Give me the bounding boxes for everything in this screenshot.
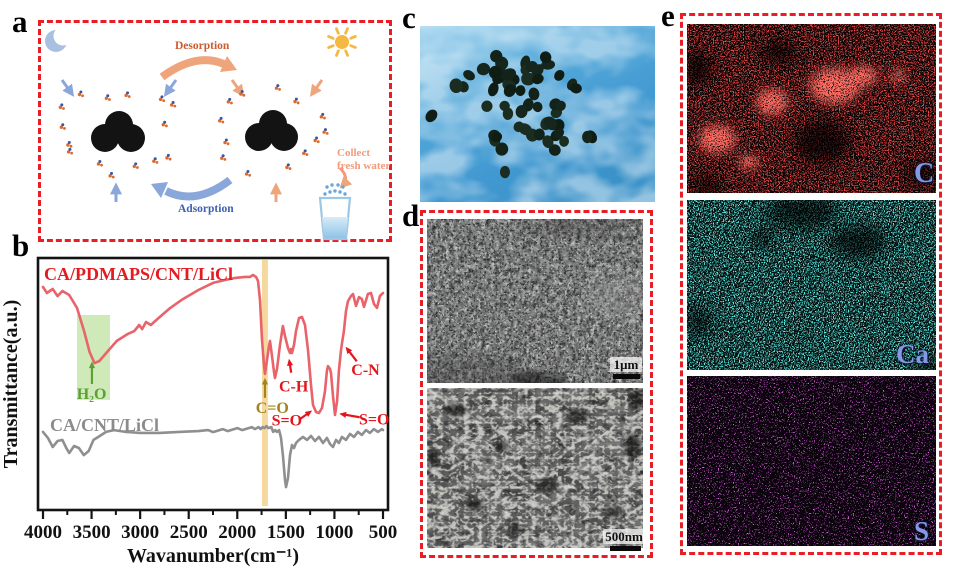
ftir-chart: 4000 3500 3000 2500 2000 1500 1000 500 Wavanumbe… <box>0 256 398 567</box>
adsorption-arrowhead <box>151 182 168 198</box>
orange-arrows <box>230 79 324 202</box>
scalebar-1um <box>613 374 640 379</box>
spectrum-curve-1 <box>41 424 385 489</box>
sun-icon <box>327 27 357 57</box>
water-molecules-right <box>217 84 329 177</box>
water-cup-icon <box>318 183 352 241</box>
hydrogel-beads <box>425 50 598 179</box>
x-tick-label: 500 <box>369 522 398 543</box>
annotation-S=O: S=O <box>359 411 389 428</box>
y-axis-label: Transmittance(a.u.) <box>0 300 22 469</box>
sorbent-cluster-left <box>91 111 145 152</box>
scalebar-label-500nm: 500nm <box>603 529 645 544</box>
annotation-C-N: C-N <box>351 362 380 379</box>
sem-image-low-mag <box>427 219 643 383</box>
panel-d-border <box>420 210 653 558</box>
eds-label-S: S <box>914 516 930 546</box>
eds-label-Ca: Ca <box>896 339 929 369</box>
sem-pores <box>427 389 643 535</box>
water-molecules-left <box>58 90 177 179</box>
eds-map-Ca <box>687 200 936 370</box>
spectrum-curve-0 <box>41 273 385 417</box>
panel-e-border <box>680 13 942 555</box>
adsorption-label: Adsorption <box>178 203 234 215</box>
desorption-arrowhead <box>220 56 237 72</box>
x-tick-label: 1000 <box>315 522 353 543</box>
x-tick-label: 4000 <box>24 522 62 543</box>
annotation-C-H: C-H <box>279 379 309 396</box>
scalebar-500nm <box>610 546 641 551</box>
eds-maps <box>687 24 936 546</box>
x-axis-label: Wavanumber(cm⁻¹) <box>127 545 299 567</box>
sorbent-cluster-right <box>245 110 298 151</box>
annotation-C=O: C=O <box>256 400 289 417</box>
blue-arrows <box>60 79 178 202</box>
series-label-0: CA/PDMAPS/CNT/LiCl <box>44 264 233 284</box>
droplets <box>323 183 347 196</box>
sem-image-high-mag <box>427 388 643 548</box>
collect-arrow <box>338 166 353 189</box>
x-tick-label: 2000 <box>218 522 256 543</box>
annotation-S=O: S=O <box>272 413 302 430</box>
desorption-arrow <box>159 56 226 81</box>
collect-fresh-water-label: Collect fresh water <box>337 147 391 172</box>
desorption-label: Desorption <box>175 40 230 52</box>
scalebar-label-1um: 1μm <box>610 357 642 372</box>
series-label-1: CA/CNT/LiCl <box>50 415 159 435</box>
panel-label-d: d <box>402 198 420 233</box>
x-tick-label: 1500 <box>267 522 305 543</box>
x-tick-label: 2500 <box>170 522 208 543</box>
x-tick-label: 3500 <box>73 522 111 543</box>
eds-map-S <box>687 376 936 546</box>
panel-label-c: c <box>402 0 416 35</box>
photo-beads <box>420 26 655 202</box>
eds-map-C <box>687 24 936 193</box>
panel-a-border <box>38 20 392 242</box>
panel-label-b: b <box>12 228 30 263</box>
panel-label-a: a <box>12 4 28 39</box>
adsorption-arrow <box>164 176 233 201</box>
annotation-H₂O: H₂O <box>77 386 107 403</box>
moon-icon <box>45 26 73 52</box>
eds-label-C: C <box>914 158 935 189</box>
panel-label-e: e <box>661 0 675 33</box>
x-tick-label: 3000 <box>121 522 159 543</box>
panel-a-schematic <box>45 26 357 241</box>
